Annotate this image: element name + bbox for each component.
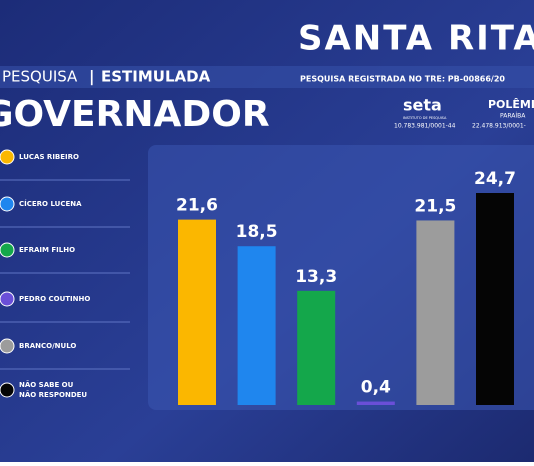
bar	[476, 193, 514, 405]
survey-label: PESQUISA	[2, 68, 78, 86]
outlet-logo: POLÊMICA	[488, 98, 534, 111]
outlet-sub: PARAÍBA	[500, 113, 526, 120]
value-label: 24,7	[474, 169, 516, 189]
place-title: SANTA RITA	[298, 19, 534, 59]
institute-id: 10.783.981/0001-44	[394, 123, 456, 130]
bar	[356, 401, 395, 405]
survey-kind: ESTIMULADA	[101, 68, 211, 86]
office-title: GOVERNADOR	[0, 94, 270, 135]
institute-logo: seta	[403, 96, 442, 115]
header-band	[0, 66, 534, 88]
outlet-id: 22.478.913/0001-	[472, 123, 526, 130]
legend-label: BRANCO/NULO	[19, 342, 76, 350]
bar	[297, 290, 336, 405]
value-label: 13,3	[295, 267, 337, 287]
value-label: 0,4	[361, 378, 391, 398]
value-label: 21,5	[414, 196, 456, 216]
registration: PESQUISA REGISTRADA NO TRE: PB-00866/20	[300, 75, 505, 84]
legend-label: LUCAS RIBEIRO	[19, 153, 79, 161]
bar	[237, 246, 276, 405]
legend-icon	[0, 382, 15, 398]
bar	[416, 220, 455, 405]
bar	[178, 219, 216, 405]
legend-icon	[0, 242, 15, 258]
legend-icon	[0, 149, 15, 165]
legend-label: CÍCERO LUCENA	[19, 199, 82, 208]
legend-label: EFRAIM FILHO	[19, 246, 75, 254]
legend-icon	[0, 196, 15, 212]
value-label: 21,6	[176, 196, 218, 216]
separator: |	[89, 68, 94, 87]
legend-label: PEDRO COUTINHO	[19, 295, 90, 303]
institute-sub: INSTITUTO DE PESQUISA	[403, 116, 447, 120]
legend-label: NÃO SABE OU NÃO RESPONDEU	[19, 380, 87, 399]
legend-icon	[0, 338, 15, 354]
value-label: 18,5	[236, 222, 278, 242]
legend-icon	[0, 291, 15, 307]
